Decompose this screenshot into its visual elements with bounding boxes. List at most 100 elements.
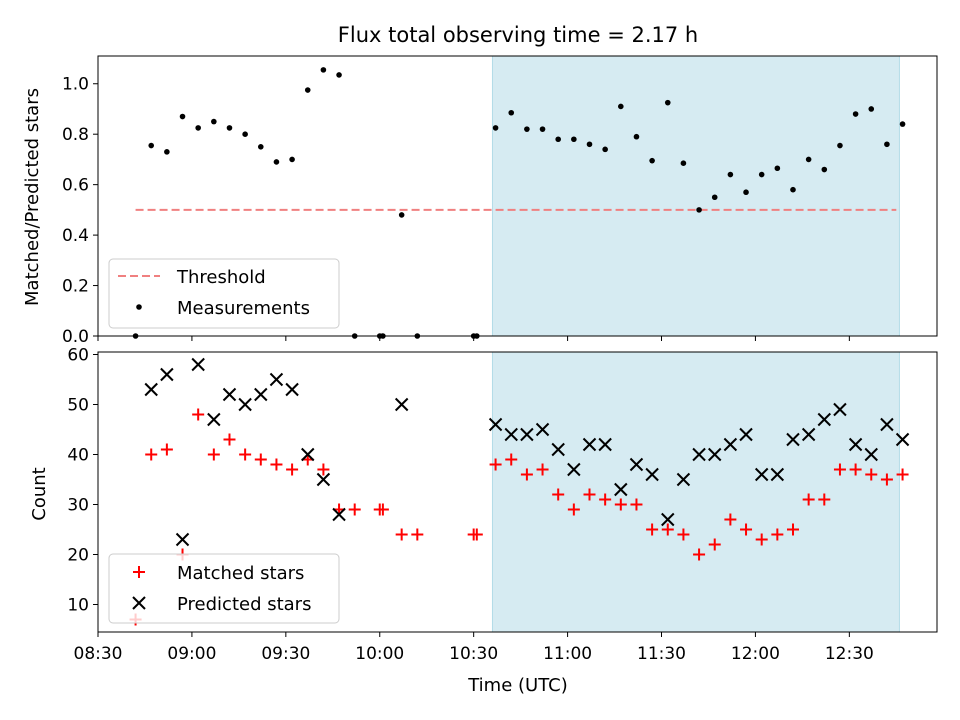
measurement-point (195, 125, 201, 131)
legend-measurements-swatch (136, 304, 142, 310)
matched-stars-point (724, 513, 737, 526)
predicted-stars-point (848, 437, 863, 452)
measurement-point (179, 113, 186, 120)
matched-stars-point (348, 503, 361, 516)
predicted-stars-point (332, 507, 346, 522)
matched-stars-point (536, 463, 549, 476)
bottom-y-axis-label: Count (29, 467, 50, 520)
measurement-point (336, 72, 342, 78)
matched-stars-point (270, 458, 283, 471)
top-y-axis-label: Matched/Predicted stars (22, 88, 43, 306)
predicted-stars-point (175, 532, 190, 547)
measurement-point (884, 141, 890, 148)
legend-predicted-label: Predicted stars (177, 594, 311, 615)
measurement-point (508, 109, 515, 116)
legend-threshold-label: Threshold (176, 267, 266, 288)
matched-stars-point (677, 528, 690, 541)
x-tick-label: 11:00 (543, 644, 592, 664)
bottom-x-ticks: 08:30 09:00 09:30 10:00 10:30 11:00 11:30 12:00… (74, 632, 874, 664)
bottom-y-tick-label: 50 (67, 396, 89, 416)
bottom-panel: 10 20 30 40 50 60 08:30 09:00 09:30 10:00 10:30 11… (29, 346, 938, 696)
predicted-stars-point (739, 427, 753, 442)
measurement-point (711, 194, 718, 201)
measurement-point (492, 125, 499, 131)
top-y-tick-label: 1.0 (62, 75, 89, 95)
predicted-stars-point (817, 412, 832, 427)
matched-stars-point (505, 453, 518, 466)
measurement-point (758, 171, 765, 178)
predicted-stars-point (207, 412, 221, 427)
matched-stars-point (411, 528, 424, 541)
matched-stars-point (254, 453, 267, 466)
predicted-stars-point (504, 427, 518, 442)
measurement-point (649, 157, 655, 164)
predicted-stars-point (770, 467, 785, 482)
top-observing-span (491, 55, 900, 337)
chart-title: Flux total observing time = 2.17 h (338, 23, 698, 47)
top-y-tick-label: 0.6 (62, 176, 89, 196)
matched-stars-point (693, 548, 706, 561)
x-tick-label: 10:30 (449, 644, 498, 664)
bottom-y-tick-label: 10 (67, 596, 89, 616)
matched-stars-point (661, 523, 674, 536)
predicted-stars-point (535, 422, 550, 437)
matched-stars-point (567, 503, 580, 516)
measurement-point (571, 136, 577, 143)
matched-stars-point (376, 503, 389, 516)
matched-stars-point (583, 488, 596, 501)
matched-stars-point (755, 533, 768, 546)
bottom-y-tick-label: 40 (67, 446, 89, 466)
x-tick-label: 12:00 (731, 644, 780, 664)
measurement-point (805, 156, 812, 163)
measurement-point (899, 121, 906, 127)
measurement-point (304, 87, 311, 93)
matched-stars-point (145, 448, 158, 461)
measurement-point (524, 126, 530, 132)
measurement-point (226, 125, 233, 131)
predicted-stars-point (520, 427, 534, 442)
matched-stars-point (395, 528, 408, 541)
bottom-y-tick-label: 20 (67, 546, 89, 566)
top-y-tick-label: 0.8 (62, 125, 89, 145)
bottom-legend-box (108, 553, 340, 624)
legend-matched-label: Matched stars (177, 563, 304, 584)
matched-stars-point (160, 443, 173, 456)
legend-measurements-label: Measurements (177, 298, 310, 319)
matched-stars-point (740, 523, 753, 536)
x-tick-label: 11:30 (637, 644, 686, 664)
predicted-stars-point (692, 447, 706, 462)
matched-stars-point (896, 468, 909, 481)
matched-stars-point (470, 528, 483, 541)
measurement-point (743, 189, 749, 196)
predicted-stars-point (567, 462, 581, 477)
matched-stars-point (646, 523, 659, 536)
x-tick-label: 09:30 (261, 644, 310, 664)
predicted-stars-point (254, 387, 268, 402)
predicted-stars-point (629, 457, 644, 472)
predicted-stars-point (222, 387, 237, 402)
bottom-observing-span (491, 351, 900, 633)
predicted-stars-point (864, 447, 878, 462)
matched-stars-point (520, 468, 533, 481)
predicted-stars-point (301, 447, 315, 462)
measurement-point (790, 186, 796, 193)
measurement-point (148, 142, 155, 149)
top-x-ticks (97, 336, 850, 341)
measurement-point (273, 159, 280, 165)
matched-stars-point (552, 488, 565, 501)
top-legend: Threshold Measurements (108, 258, 340, 329)
bottom-legend: Matched stars Predicted stars (108, 553, 340, 624)
matched-stars-point (239, 448, 252, 461)
measurement-point (398, 212, 405, 218)
predicted-stars-point (582, 437, 597, 452)
legend-matched-swatch (133, 566, 145, 578)
measurement-point (539, 126, 546, 132)
matched-stars-point (833, 463, 846, 476)
measurement-point (680, 160, 687, 167)
measurement-point (774, 165, 781, 172)
matched-stars-point (317, 463, 330, 476)
measurement-point (211, 118, 217, 125)
matched-stars-point (192, 408, 205, 421)
predicted-stars-point (144, 382, 158, 397)
